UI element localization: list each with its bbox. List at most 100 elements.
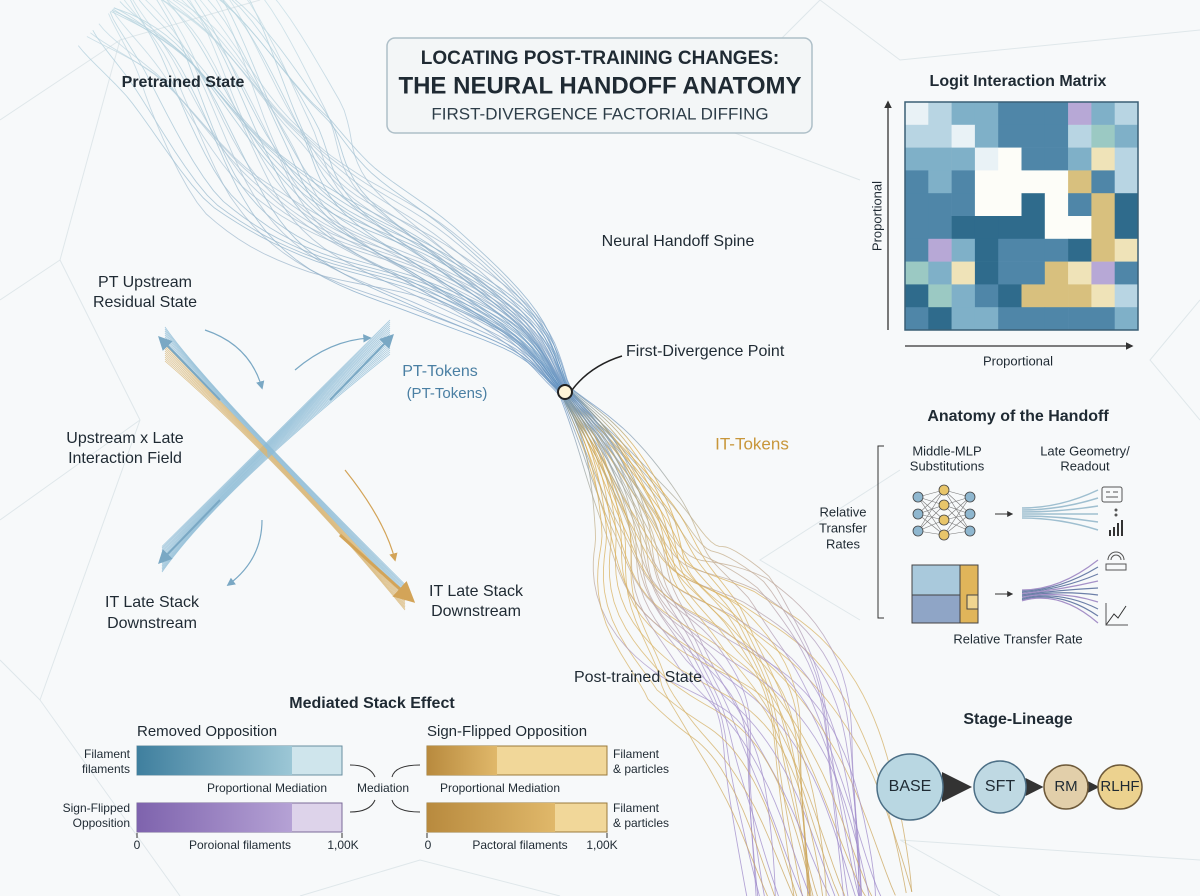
heat-cell [1114,193,1139,217]
heat-cell [998,124,1022,148]
row-label: filaments [82,762,130,776]
panel-title: Mediated Stack Effect [289,695,455,712]
caption: Proportional Mediation [440,781,560,795]
stage [876,753,944,821]
filament [77,45,776,896]
arrow [338,533,416,603]
field-line [164,328,406,587]
label: (PT-Tokens) [407,385,488,402]
heat-cell [1068,284,1092,308]
fan [1021,593,1099,603]
heat-cell [1114,284,1139,308]
heat-cell [951,170,976,194]
stage [973,760,1027,814]
filament [108,13,776,896]
heat-cell [974,102,999,126]
fan [1021,580,1099,595]
stage-label: SFT [985,778,1015,795]
heatmap [904,101,1139,331]
heat-frame [904,101,1139,331]
axis-label: Proportional [869,181,884,251]
axis-label: 0 [425,838,432,852]
fan [1021,489,1099,509]
field-arrows [204,329,398,586]
filament [112,8,809,896]
heat-cell [998,261,1022,285]
filament [249,0,913,892]
field-line [161,323,391,550]
field-line [161,353,391,573]
arrow [158,335,221,401]
field-line [161,321,391,549]
anatomy-icons [911,484,1099,624]
heat-cell [1091,170,1115,194]
filament [92,29,798,896]
field-line [164,354,406,606]
node [912,491,924,503]
heat-cell [928,124,952,148]
heat-cell [974,124,999,148]
heat-cell [905,193,929,217]
heat-cell [1044,193,1069,217]
field-line [161,351,391,571]
stage-label: RM [1054,778,1077,795]
node [938,529,950,541]
heat-cell [905,102,929,126]
fan [1021,497,1099,511]
spine-filaments [77,0,913,896]
heat-cell [998,170,1022,194]
heat-cell [974,284,999,308]
heat-cell [928,147,952,171]
row-label: & particles [613,816,669,830]
heat-cell [1044,284,1069,308]
heat-cell [928,284,952,308]
heat-cell [1044,307,1069,331]
label: IT Late Stack [429,583,524,600]
edge [943,496,971,521]
axis-label: Poroional filaments [189,838,291,852]
heat-cell [1068,307,1092,331]
fan [1021,559,1099,591]
node [912,508,924,520]
row-label: & particles [613,762,669,776]
field-line [161,333,391,558]
bar-fill [137,803,292,832]
heat-cell [1091,124,1115,148]
field-line [164,358,406,609]
field-line [164,338,406,594]
title: LOCATING POST-TRAINING CHANGES: [421,48,780,69]
edge [917,496,945,536]
edge [917,489,945,532]
field-line [164,334,406,591]
heat-cell [1021,216,1046,240]
title-box [386,37,813,134]
heading: Removed Opposition [137,723,277,740]
field-line [161,337,391,561]
heat-cell [928,216,952,240]
heat-cell [951,216,976,240]
heat-cell [998,147,1022,171]
filament [129,0,824,896]
label: IT Late Stack [105,594,200,611]
edge [917,504,945,532]
heat-cell [928,307,952,331]
axis-label: 1,00K [586,838,617,852]
label: Interaction Field [68,450,182,467]
label: Transfer [819,520,868,535]
heat-cell [1044,124,1069,148]
filament [189,0,870,896]
heat-cell [1021,238,1046,262]
heat-cell [1091,261,1115,285]
label: Downstream [107,615,197,632]
connector [349,764,421,813]
heat-cell [1068,238,1092,262]
fan [1021,587,1099,596]
heat-cell [1091,216,1115,240]
heat-cell [1068,170,1092,194]
heat-cell [998,238,1022,262]
fan [1021,597,1099,624]
edge [917,489,945,515]
field-line [164,330,406,588]
filament [119,1,809,896]
heat-cell [1091,147,1115,171]
